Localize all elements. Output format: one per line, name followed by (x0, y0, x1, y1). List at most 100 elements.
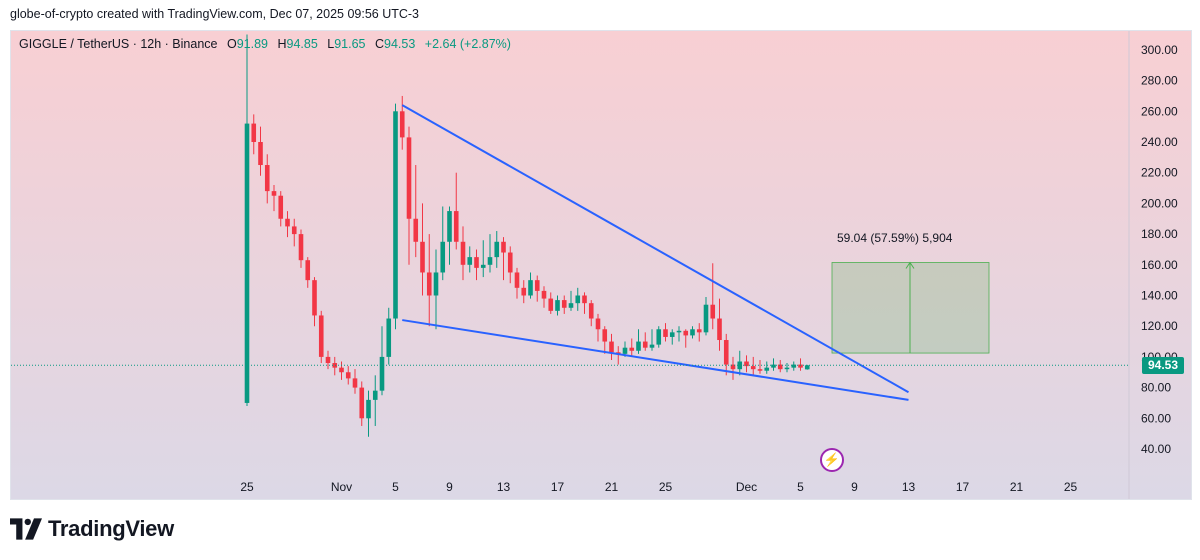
candle-body (474, 257, 479, 268)
candle-body (440, 241, 446, 273)
candle-body (771, 364, 776, 368)
price-tick-label: 140.00 (1141, 289, 1178, 303)
time-tick-label: 21 (1010, 480, 1024, 494)
time-tick-label: 17 (551, 480, 565, 494)
candle-body (460, 241, 466, 265)
time-tick-label: Dec (736, 480, 757, 494)
candle-body (420, 241, 425, 273)
candle-body (352, 378, 358, 388)
candle-body (372, 390, 378, 400)
time-tick-label: 5 (392, 480, 399, 494)
candle-body (406, 137, 412, 219)
measure-arrow-head (905, 261, 915, 269)
price-tick-label: 220.00 (1141, 166, 1178, 180)
candle-body (251, 123, 257, 142)
candle-body (291, 226, 297, 235)
chart-area[interactable]: 40.0060.0080.00100.00120.00140.00160.001… (10, 30, 1192, 500)
price-tick-label: 40.00 (1141, 442, 1171, 456)
price-tick-label: 280.00 (1141, 74, 1178, 88)
candle-body (636, 341, 641, 351)
candle-body (750, 366, 756, 370)
candle-body (744, 361, 749, 367)
price-tick-label: 160.00 (1141, 258, 1178, 272)
price-tick-label: 200.00 (1141, 196, 1178, 210)
candle-body (663, 329, 668, 337)
candle-body (521, 287, 527, 296)
candle-body (514, 272, 520, 288)
lower-trendline[interactable] (402, 319, 909, 401)
time-tick-label: Nov (331, 480, 352, 494)
chart-caption: globe-of-crypto created with TradingView… (10, 7, 420, 21)
candle-body (271, 191, 277, 196)
candle-body (764, 367, 770, 371)
candle-body (345, 372, 351, 379)
candle-body (264, 165, 270, 192)
candle-body (325, 356, 331, 364)
chart-canvas[interactable]: 40.0060.0080.00100.00120.00140.00160.001… (11, 31, 1191, 499)
lightning-icon[interactable]: ⚡ (820, 448, 844, 472)
tradingview-logo-text: TradingView (48, 516, 174, 541)
tradingview-logo-icon (10, 518, 42, 540)
candle-body (602, 329, 608, 342)
last-price-tag: 94.53 (1142, 357, 1184, 374)
price-tick-label: 120.00 (1141, 319, 1178, 333)
candle-body (804, 365, 810, 370)
candle-body (784, 367, 790, 370)
time-axis[interactable]: 25 Nov 5 9 13 17 21 25 Dec 5 9 13 17 21 25 (240, 480, 1077, 494)
candle-body (696, 329, 702, 333)
candle-body (487, 257, 493, 265)
candle-body (642, 341, 648, 348)
price-tick-label: 60.00 (1141, 411, 1171, 425)
candle-body (332, 363, 338, 368)
price-tick-label: 180.00 (1141, 227, 1178, 241)
candle-body (615, 352, 621, 354)
high-value: 94.85 (286, 37, 318, 51)
measure-label: 59.04 (57.59%) 5,904 (837, 231, 953, 245)
candle-body (588, 303, 594, 319)
candle-body (399, 111, 405, 138)
price-axis[interactable]: 40.0060.0080.00100.00120.00140.00160.001… (1141, 43, 1178, 456)
high-label: H (277, 37, 287, 51)
candle-body (575, 295, 581, 304)
candle-body (622, 347, 628, 354)
candle-body (258, 142, 263, 166)
time-tick-label: 17 (956, 480, 970, 494)
candle-body (683, 330, 689, 336)
candle-body (528, 280, 533, 296)
candle-body (541, 290, 547, 299)
measure-tool[interactable] (831, 261, 990, 354)
candle-body (568, 303, 574, 308)
candle-body (656, 329, 662, 345)
time-tick-label: 25 (1064, 480, 1078, 494)
candle-body (305, 260, 311, 281)
candle-body (723, 340, 729, 365)
falling-wedge-trendlines[interactable] (401, 104, 909, 401)
candle-body (339, 367, 344, 373)
candle-body (609, 341, 614, 353)
candle-body (555, 300, 560, 311)
time-tick-label: 13 (497, 480, 511, 494)
candles (244, 34, 810, 437)
time-tick-label: 9 (851, 480, 858, 494)
candle-body (798, 364, 803, 368)
candle-body (676, 330, 682, 333)
candle-body (494, 241, 500, 258)
candle-body (703, 304, 709, 333)
candle-body (507, 252, 513, 273)
candle-body (447, 211, 452, 242)
candle-body (244, 123, 250, 403)
open-label: O (226, 37, 237, 51)
candle-body (777, 364, 783, 370)
candle-body (278, 195, 284, 219)
candle-body (501, 241, 506, 253)
symbol-name: GIGGLE / TetherUS · 12h · Binance (19, 37, 218, 51)
candle-body (312, 280, 317, 316)
low-value: 91.65 (334, 37, 366, 51)
candle-body (285, 218, 290, 227)
candle-body (669, 332, 675, 337)
time-tick-label: 13 (902, 480, 916, 494)
time-tick-label: 25 (240, 480, 254, 494)
upper-trendline[interactable] (401, 104, 909, 394)
close-value: 94.53 (384, 37, 416, 51)
candle-body (730, 364, 736, 370)
